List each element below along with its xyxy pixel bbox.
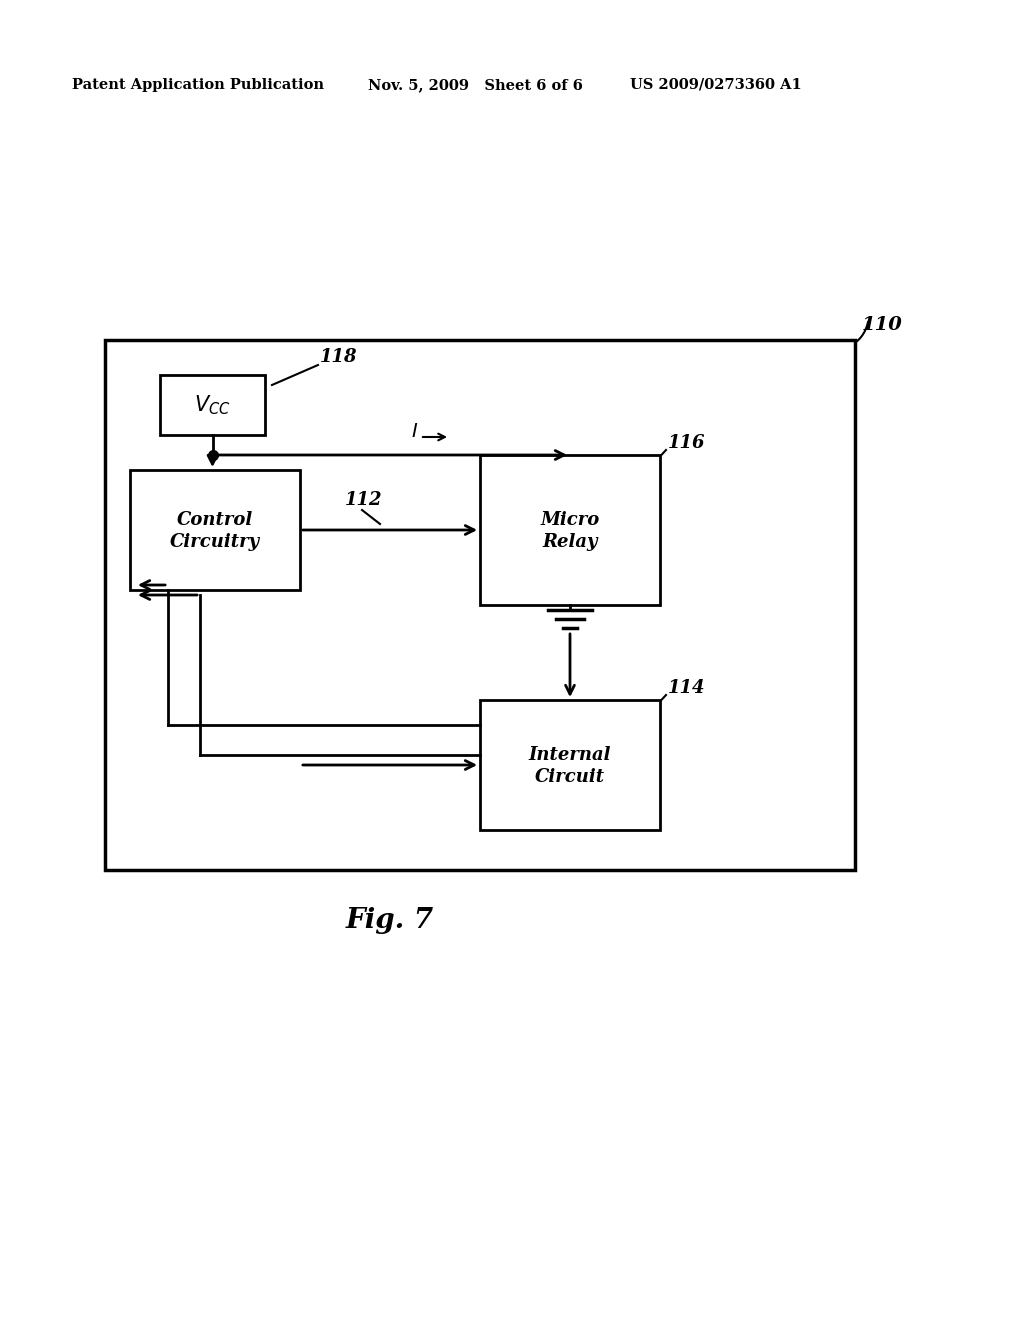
Text: US 2009/0273360 A1: US 2009/0273360 A1 xyxy=(630,78,802,92)
Text: Nov. 5, 2009   Sheet 6 of 6: Nov. 5, 2009 Sheet 6 of 6 xyxy=(368,78,583,92)
Bar xyxy=(130,470,300,590)
Text: $V_{CC}$: $V_{CC}$ xyxy=(195,393,230,417)
Text: Patent Application Publication: Patent Application Publication xyxy=(72,78,324,92)
Bar xyxy=(480,455,660,605)
Text: Circuitry: Circuitry xyxy=(170,533,260,550)
Text: Circuit: Circuit xyxy=(535,768,605,785)
Text: 112: 112 xyxy=(345,491,383,510)
Text: Fig. 7: Fig. 7 xyxy=(346,907,434,933)
Bar xyxy=(160,375,265,436)
Text: Internal: Internal xyxy=(528,746,611,764)
Text: 118: 118 xyxy=(319,348,357,366)
Bar xyxy=(480,700,660,830)
Text: Control: Control xyxy=(177,511,253,529)
Bar xyxy=(105,341,855,870)
Text: $I$: $I$ xyxy=(412,422,419,441)
Text: Relay: Relay xyxy=(543,533,598,550)
Text: Micro: Micro xyxy=(541,511,600,529)
Text: 114: 114 xyxy=(668,678,706,697)
Text: 116: 116 xyxy=(668,434,706,451)
Text: 110: 110 xyxy=(862,315,903,334)
